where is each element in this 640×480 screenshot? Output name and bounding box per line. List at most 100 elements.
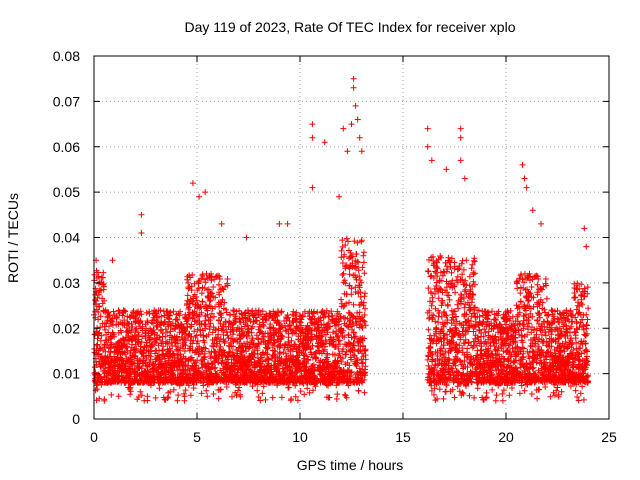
data-point xyxy=(255,394,262,400)
data-point xyxy=(230,328,237,335)
data-point xyxy=(193,332,200,339)
data-point xyxy=(208,310,215,317)
data-point xyxy=(98,381,105,388)
data-point xyxy=(191,328,198,335)
data-point xyxy=(517,290,524,297)
data-point xyxy=(464,345,471,352)
data-point xyxy=(278,308,285,315)
data-point xyxy=(259,390,266,397)
data-point xyxy=(179,359,186,366)
data-point xyxy=(202,321,209,328)
data-point xyxy=(127,347,134,354)
data-point xyxy=(137,308,144,315)
data-point xyxy=(339,237,346,244)
data-point xyxy=(182,328,189,335)
data-point xyxy=(100,283,107,290)
data-point xyxy=(269,394,276,401)
data-point xyxy=(234,338,241,345)
data-point xyxy=(200,334,207,340)
data-point xyxy=(158,313,165,320)
data-point xyxy=(444,302,451,309)
data-point xyxy=(135,332,142,339)
data-point xyxy=(111,333,118,340)
data-point xyxy=(105,372,111,379)
data-point xyxy=(185,280,192,286)
data-point xyxy=(223,384,230,390)
data-point xyxy=(361,270,368,277)
data-point xyxy=(189,271,196,278)
data-point xyxy=(499,397,506,404)
data-point xyxy=(277,349,283,356)
data-point xyxy=(345,238,351,245)
data-point xyxy=(103,320,110,327)
data-point xyxy=(97,313,104,320)
data-point xyxy=(135,329,142,336)
data-point xyxy=(310,361,317,368)
data-point xyxy=(542,332,549,339)
data-point xyxy=(542,276,549,282)
data-point xyxy=(94,341,101,348)
data-point xyxy=(548,307,555,314)
data-point xyxy=(205,331,212,338)
data-point xyxy=(534,281,541,288)
data-point xyxy=(234,350,241,357)
data-point xyxy=(216,281,222,288)
data-point xyxy=(105,312,112,319)
data-point xyxy=(174,317,181,323)
data-point xyxy=(138,392,145,399)
data-point xyxy=(137,388,144,395)
data-point xyxy=(425,326,432,333)
data-point xyxy=(160,343,167,350)
data-point xyxy=(128,321,135,327)
data-point xyxy=(334,391,341,398)
data-point xyxy=(514,285,521,292)
data-point xyxy=(150,320,157,327)
data-point xyxy=(138,339,145,346)
data-point xyxy=(224,276,231,282)
data-point xyxy=(211,365,218,372)
data-point xyxy=(177,308,184,315)
data-point xyxy=(262,396,269,403)
data-point xyxy=(97,345,104,352)
data-point xyxy=(187,337,194,344)
data-point xyxy=(106,323,112,330)
data-point xyxy=(101,320,108,327)
data-point xyxy=(102,326,109,333)
data-point xyxy=(257,397,264,404)
data-point xyxy=(223,309,230,316)
data-point xyxy=(174,397,181,404)
data-point xyxy=(139,333,146,340)
data-point xyxy=(355,387,362,394)
data-point xyxy=(193,297,200,304)
data-point xyxy=(96,345,103,351)
data-point xyxy=(451,394,458,401)
data-point xyxy=(340,303,347,310)
data-point xyxy=(206,326,213,333)
data-point xyxy=(175,392,182,399)
data-point xyxy=(96,395,103,402)
data-point xyxy=(493,392,500,399)
data-point xyxy=(184,324,191,331)
data-point xyxy=(236,384,243,391)
data-point xyxy=(205,286,212,293)
data-point xyxy=(185,382,192,389)
data-point xyxy=(185,314,192,321)
data-point xyxy=(223,306,229,313)
data-point xyxy=(343,235,350,242)
data-point xyxy=(212,327,219,334)
data-point xyxy=(127,388,134,395)
data-point xyxy=(165,315,172,322)
data-point xyxy=(155,342,162,349)
data-point xyxy=(217,335,224,342)
data-point xyxy=(207,314,214,321)
data-point xyxy=(426,315,433,322)
data-point xyxy=(95,273,102,280)
data-point xyxy=(215,395,222,402)
data-point xyxy=(448,269,455,276)
data-point xyxy=(489,386,496,393)
data-point xyxy=(186,304,192,311)
data-point xyxy=(167,309,174,316)
data-point xyxy=(133,314,139,321)
data-point xyxy=(129,323,136,330)
data-point xyxy=(215,272,221,279)
